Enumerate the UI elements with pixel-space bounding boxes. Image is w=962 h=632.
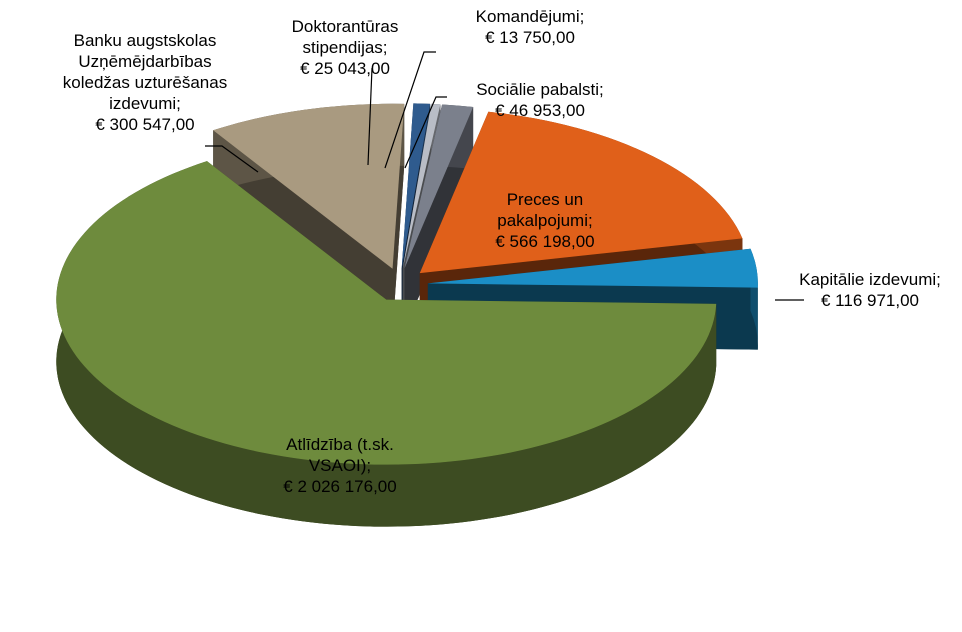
leader-line	[384, 51, 436, 169]
slice	[401, 103, 431, 269]
slice	[213, 103, 405, 269]
value-label: € 2 026 176,00	[283, 477, 396, 496]
leader-line	[367, 67, 373, 166]
leader-line	[404, 96, 447, 169]
value-label: € 46 953,00	[495, 101, 585, 120]
leader-line	[205, 145, 259, 173]
value-label: € 13 750,00	[485, 28, 575, 47]
slice	[404, 104, 474, 269]
data-labels: Preces un pakalpojumi; € 566 198,00 Kapitāl…	[63, 7, 941, 496]
slice	[419, 111, 743, 274]
category-label: Doktorantūras stipendijas;	[292, 17, 399, 57]
category-label: Kapitālie izdevumi;	[799, 270, 941, 289]
pie	[56, 103, 758, 527]
category-label: Sociālie pabalsti;	[476, 80, 604, 99]
slice	[402, 103, 441, 269]
category-label: Atlīdzība (t.sk. VSAOI);	[286, 435, 394, 475]
value-label: € 25 043,00	[300, 59, 390, 78]
leader-lines	[205, 51, 804, 301]
slice-group	[56, 161, 717, 527]
value-label: € 300 547,00	[95, 115, 194, 134]
category-label: Komandējumi;	[476, 7, 585, 26]
slice	[56, 161, 717, 465]
category-label: Preces un pakalpojumi;	[497, 190, 592, 230]
value-label: € 566 198,00	[495, 232, 594, 251]
slice	[427, 248, 758, 288]
category-label: Banku augstskolas Uzņēmējdarbības koledžas…	[63, 31, 227, 113]
value-label: € 116 971,00	[821, 291, 919, 310]
